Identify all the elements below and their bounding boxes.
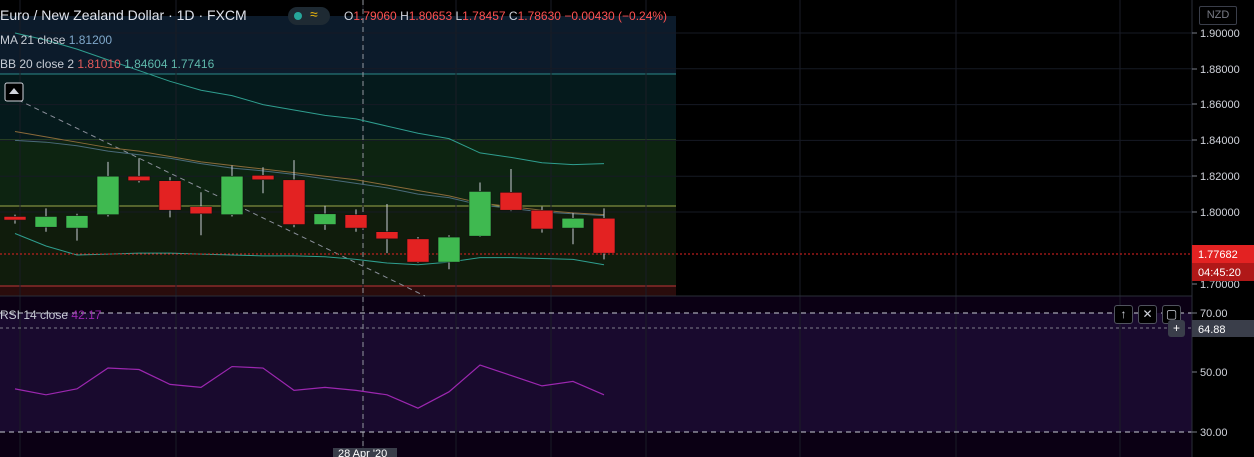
candle-body — [189, 206, 213, 215]
date-badge — [333, 448, 397, 457]
candle-body — [561, 217, 585, 229]
open-value: 1.79060 — [353, 9, 397, 23]
price-tick-label: 1.80000 — [1200, 207, 1240, 219]
open-label: O — [344, 9, 354, 23]
rsi-tick-label: 50.00 — [1200, 367, 1228, 379]
candle-body — [34, 216, 58, 228]
countdown-badge — [1192, 263, 1254, 281]
last-price-badge — [1192, 245, 1254, 263]
ma-legend[interactable]: MA 21 close 1.81200 — [0, 33, 112, 47]
price-tick-label: 1.90000 — [1200, 28, 1240, 40]
rsi-value: 42.17 — [71, 308, 102, 322]
status-dot-icon — [294, 12, 302, 20]
rsi-tick-label: 30.00 — [1200, 427, 1228, 439]
exchange: FXCM — [207, 7, 247, 23]
move-up-button[interactable]: ↑ — [1114, 305, 1133, 324]
candle-body — [499, 192, 523, 211]
separator: · — [168, 7, 173, 23]
bb-upper-line — [14, 32, 605, 166]
bb-lower-value: 1.77416 — [170, 57, 215, 71]
add-icon[interactable]: + — [1168, 320, 1185, 337]
interval[interactable]: 1D — [176, 7, 195, 23]
candle-body — [437, 236, 461, 263]
price-tick-label: 1.82000 — [1200, 171, 1240, 183]
separator: · — [198, 7, 204, 23]
rsi-tick-label: 70.00 — [1200, 308, 1228, 320]
close-label: C — [508, 9, 518, 23]
ma-label: MA 21 close — [0, 33, 66, 47]
zone-red — [0, 286, 676, 296]
chart-header: Euro / New Zealand Dollar · 1D · FXCM — [0, 7, 247, 23]
candle-body — [313, 213, 337, 225]
candle-body — [375, 231, 399, 240]
candle-body — [65, 215, 89, 229]
bb-upper-value: 1.84604 — [124, 57, 168, 71]
change-value: −0.00430 (−0.24%) — [564, 9, 668, 23]
price-tick-label: 1.88000 — [1200, 64, 1240, 76]
price-tick-label: 1.70000 — [1200, 279, 1240, 291]
trend-anchor-icon — [9, 88, 19, 94]
last-price-label: 1.77682 — [1198, 249, 1238, 261]
price-axis-bg — [1192, 0, 1254, 457]
candle-body — [127, 175, 151, 181]
market-status-pill[interactable]: ≈ — [288, 6, 330, 25]
bb-legend[interactable]: BB 20 close 2 1.81010 1.84604 1.77416 — [0, 57, 214, 71]
trend-line — [9, 95, 426, 297]
rsi-current-label: 64.88 — [1198, 324, 1226, 336]
candle-body — [282, 179, 306, 225]
rsi-legend[interactable]: RSI 14 close 42.17 — [0, 308, 101, 322]
candle-body — [220, 175, 244, 215]
zone-top — [0, 16, 676, 74]
currency-badge[interactable]: NZD — [1199, 6, 1237, 25]
candle-body — [158, 180, 182, 211]
candle-body — [251, 175, 275, 181]
symbol-name[interactable]: Euro / New Zealand Dollar — [0, 7, 165, 23]
rsi-line — [14, 364, 605, 409]
candle-body — [530, 209, 554, 230]
close-value: 1.78630 — [517, 9, 561, 23]
candle-body — [406, 238, 430, 263]
rsi-value-badge — [1192, 320, 1254, 337]
wave-icon: ≈ — [310, 6, 318, 22]
ohlc-values: O1.79060 H1.80653 L1.78457 C1.78630 −0.0… — [344, 9, 667, 23]
candle-body — [344, 214, 368, 229]
high-label: H — [400, 9, 409, 23]
price-tick-label: 1.86000 — [1200, 99, 1240, 111]
candle-body — [96, 175, 120, 215]
zone-teal — [0, 74, 676, 140]
price-tick-label: 1.84000 — [1200, 135, 1240, 147]
ma-value: 1.81200 — [68, 33, 113, 47]
high-value: 1.80653 — [408, 9, 453, 23]
candle-body — [468, 191, 492, 237]
candle-body — [592, 217, 616, 254]
rsi-label: RSI 14 close — [0, 308, 69, 322]
date-label: 28 Apr '20 — [338, 448, 387, 457]
rsi-band-fill — [0, 313, 1192, 432]
low-value: 1.78457 — [462, 9, 506, 23]
bb-label: BB 20 close 2 — [0, 57, 75, 71]
bb-basis-value: 1.81010 — [77, 57, 121, 71]
candle-body — [3, 216, 27, 221]
low-label: L — [455, 9, 463, 23]
close-pane-button[interactable]: ✕ — [1138, 305, 1157, 324]
countdown-label: 04:45:20 — [1198, 267, 1241, 279]
